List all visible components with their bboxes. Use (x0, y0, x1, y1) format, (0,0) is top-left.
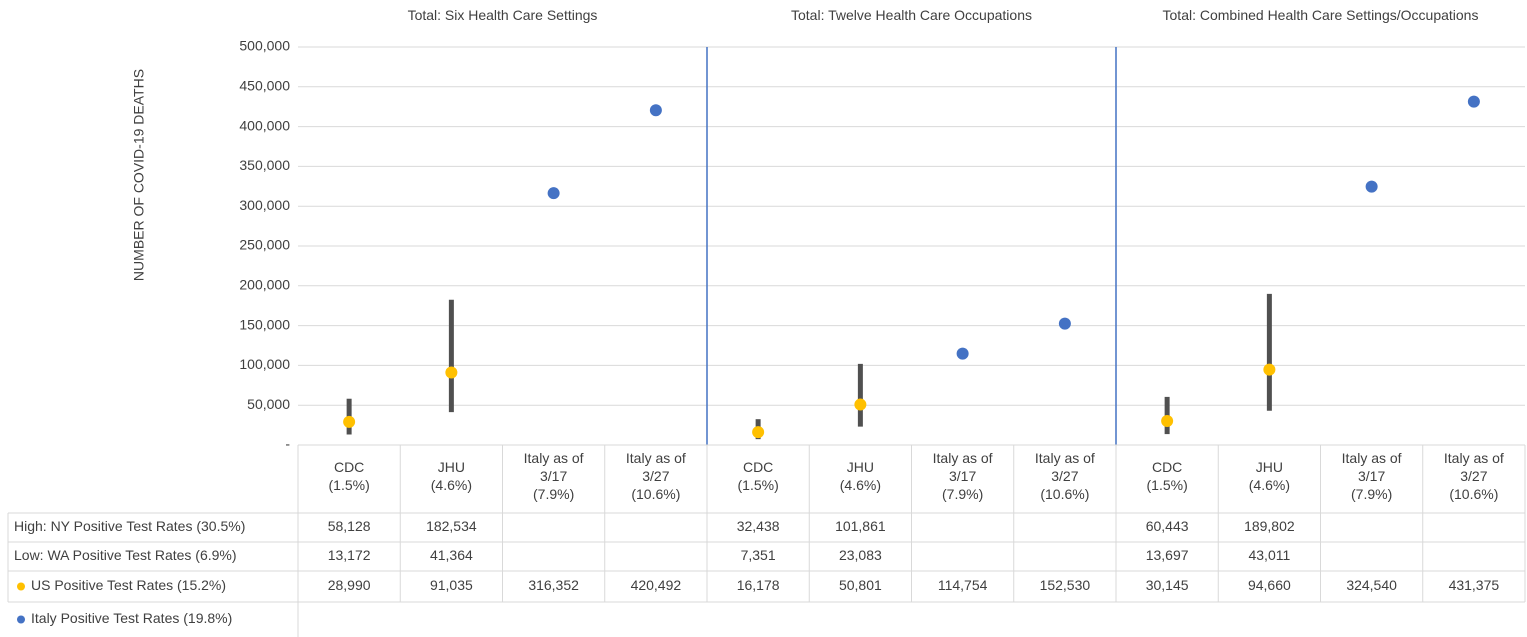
y-tick-label: 350,000 (239, 157, 290, 173)
category-label: Italy as of 3/27 (10.6%) (1443, 450, 1504, 502)
table-value: 16,178 (737, 577, 780, 593)
table-value: 30,145 (1146, 577, 1189, 593)
dot (956, 347, 969, 360)
group-title: Total: Combined Health Care Settings/Occ… (1162, 7, 1479, 23)
dot (1263, 363, 1276, 376)
table-value: 13,697 (1146, 547, 1189, 563)
dot (1161, 415, 1174, 428)
y-tick-label: 300,000 (239, 197, 290, 213)
table-value: 7,351 (741, 547, 776, 563)
table-value: 94,660 (1248, 577, 1291, 593)
category-label: CDC (1.5%) (328, 459, 370, 493)
legend-label: Low: WA Positive Test Rates (6.9%) (14, 547, 237, 563)
legend-label: High: NY Positive Test Rates (30.5%) (14, 518, 245, 534)
category-label: CDC (1.5%) (1146, 459, 1188, 493)
table-value: 114,754 (938, 577, 988, 593)
category-label: Italy as of 3/27 (10.6%) (1034, 450, 1095, 502)
dot (445, 366, 458, 379)
category-label: JHU (4.6%) (430, 459, 472, 493)
table-value: 324,540 (1346, 577, 1397, 593)
dot (1058, 317, 1071, 330)
table-value: 50,801 (839, 577, 882, 593)
category-label: Italy as of 3/27 (10.6%) (625, 450, 686, 502)
table-value: 152,530 (1040, 577, 1091, 593)
table-value: 32,438 (737, 518, 780, 534)
table-value: 60,443 (1146, 518, 1189, 534)
table-value: 91,035 (430, 577, 473, 593)
y-tick-label: 250,000 (239, 237, 290, 253)
y-tick-label: 500,000 (239, 38, 290, 54)
dot (752, 426, 765, 439)
table-value: 13,172 (328, 547, 371, 563)
dot (854, 398, 867, 411)
table-value: 420,492 (631, 577, 682, 593)
category-label: Italy as of 3/17 (7.9%) (523, 450, 584, 502)
dot (343, 415, 356, 428)
y-tick-label: 400,000 (239, 117, 290, 133)
category-label: CDC (1.5%) (737, 459, 779, 493)
table-value: 28,990 (328, 577, 371, 593)
dot (1365, 180, 1378, 193)
table-value: 58,128 (328, 518, 371, 534)
y-tick-label: 150,000 (239, 316, 290, 332)
table-value: 23,083 (839, 547, 882, 563)
table-value: 101,861 (835, 518, 886, 534)
y-tick-label: 100,000 (239, 356, 290, 372)
table-value: 43,011 (1248, 547, 1290, 563)
legend-marker (17, 582, 25, 591)
y-tick-label: 200,000 (239, 277, 290, 293)
category-label: JHU (4.6%) (1248, 459, 1290, 493)
dot (547, 187, 560, 200)
legend-label: Italy Positive Test Rates (19.8%) (31, 610, 232, 626)
table-value: 189,802 (1244, 518, 1295, 534)
y-tick-label: 50,000 (247, 396, 290, 412)
y-tick-label: 450,000 (239, 78, 290, 94)
group-title: Total: Six Health Care Settings (407, 7, 598, 23)
dot (649, 104, 662, 117)
category-label: Italy as of 3/17 (7.9%) (1341, 450, 1402, 502)
table-value: 431,375 (1449, 577, 1500, 593)
legend-label: US Positive Test Rates (15.2%) (31, 577, 226, 593)
legend-marker (17, 615, 25, 624)
group-title: Total: Twelve Health Care Occupations (791, 7, 1032, 23)
category-label: Italy as of 3/17 (7.9%) (932, 450, 993, 502)
table-value: 316,352 (528, 577, 579, 593)
y-axis-label: NUMBER OF COVID-19 DEATHS (131, 69, 147, 281)
table-value: 41,364 (430, 547, 473, 563)
category-label: JHU (4.6%) (839, 459, 881, 493)
dot (1467, 95, 1480, 108)
table-value: 182,534 (426, 518, 477, 534)
y-tick-label: - (285, 436, 290, 452)
